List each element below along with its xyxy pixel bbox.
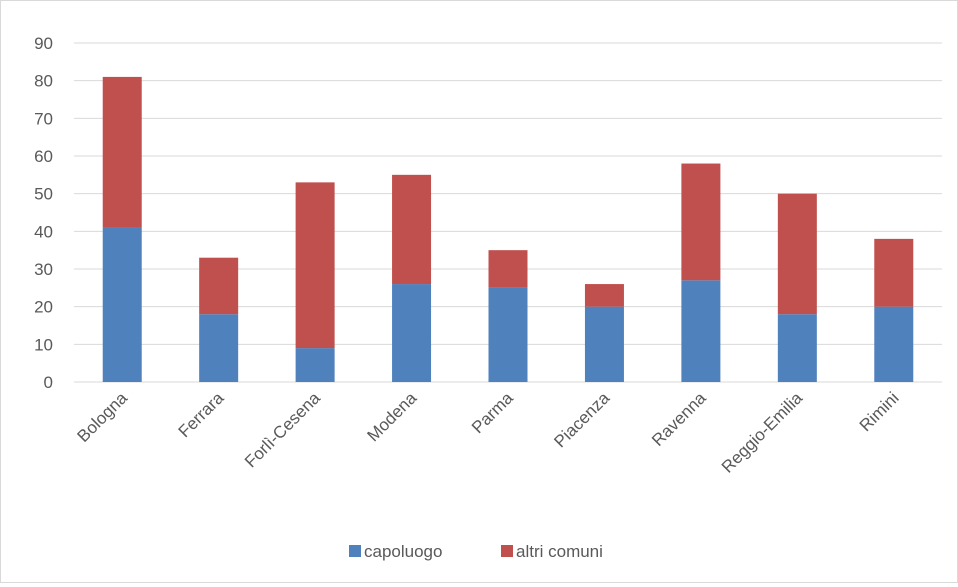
x-axis-tick-labels: Bologna Ferrara Forlì-Cesena Modena Parma Pia… (73, 388, 902, 477)
y-tick-label: 60 (34, 147, 53, 166)
legend-swatch (501, 545, 513, 557)
y-tick-label: 70 (34, 109, 53, 128)
x-tick-label: Ravenna (648, 388, 710, 450)
x-tick-label: Bologna (73, 388, 131, 446)
bar-capoluogo-ravenna (681, 280, 721, 382)
y-tick-label: 40 (34, 222, 53, 241)
bar-capoluogo-ferrara (199, 314, 239, 382)
legend-swatch (349, 545, 361, 557)
bar-altri-comuni-parma (488, 250, 528, 288)
x-tick-label: Modena (364, 388, 421, 445)
bar-altri-comuni-piacenza (584, 284, 624, 307)
y-tick-label: 0 (44, 373, 53, 392)
x-tick-label: Piacenza (550, 388, 613, 451)
bar-capoluogo-parma (488, 287, 528, 382)
x-tick-label: Rimini (856, 388, 903, 435)
legend-label: altri comuni (516, 542, 603, 561)
y-tick-label: 90 (34, 34, 53, 53)
bar-capoluogo-bologna (102, 227, 142, 382)
bar-altri-comuni-modena (392, 174, 432, 285)
x-tick-label: Ferrara (175, 388, 228, 441)
x-tick-label: Forlì-Cesena (241, 388, 324, 471)
y-tick-label: 10 (34, 335, 53, 354)
bar-altri-comuni-ravenna (681, 163, 721, 281)
bars (102, 76, 914, 382)
bar-altri-comuni-forl-cesena (295, 182, 335, 349)
x-tick-label: Parma (468, 388, 517, 437)
bar-capoluogo-piacenza (584, 306, 624, 382)
y-tick-label: 50 (34, 185, 53, 204)
bar-capoluogo-forl-cesena (295, 348, 335, 382)
bar-capoluogo-rimini (874, 306, 914, 382)
bar-capoluogo-reggio-emilia (777, 314, 817, 382)
y-tick-label: 30 (34, 260, 53, 279)
y-tick-label: 80 (34, 72, 53, 91)
bar-altri-comuni-bologna (102, 76, 142, 228)
legend-label: capoluogo (364, 542, 442, 561)
legend: capoluogo altri comuni (349, 542, 603, 561)
y-tick-label: 20 (34, 298, 53, 317)
bar-altri-comuni-rimini (874, 238, 914, 307)
bar-altri-comuni-ferrara (199, 257, 239, 315)
bar-altri-comuni-reggio-emilia (777, 193, 817, 315)
y-axis-tick-labels: 0 10 20 30 40 50 60 70 80 90 (34, 34, 53, 392)
x-tick-label: Reggio-Emilia (718, 388, 807, 477)
bar-capoluogo-modena (392, 284, 432, 382)
